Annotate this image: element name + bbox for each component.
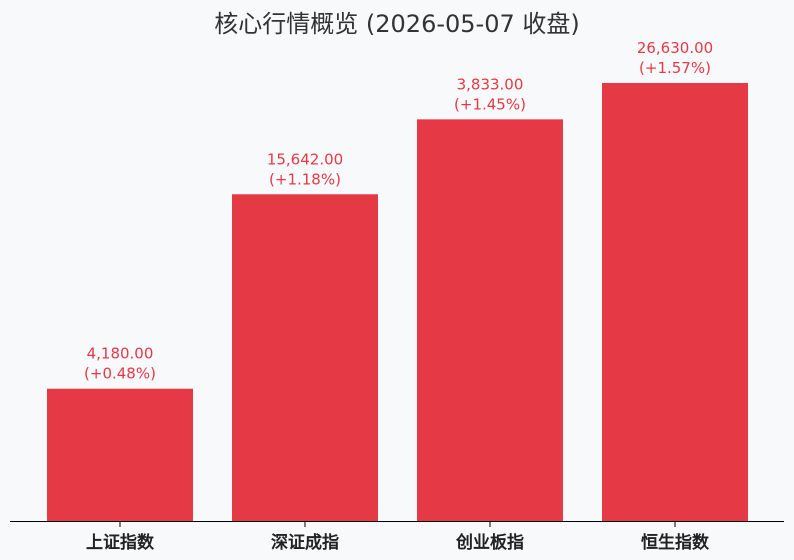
bar-value-label-4: 26,630.00 — [637, 39, 713, 57]
bar-3 — [417, 119, 563, 521]
chart-title: 核心行情概览 (2026-05-07 收盘) — [214, 10, 579, 38]
bar-4 — [602, 83, 748, 521]
bar-change-label-1: (+0.48%) — [84, 365, 156, 383]
bar-2 — [232, 194, 378, 521]
bar-1 — [47, 388, 193, 521]
x-ticks-group — [119, 522, 676, 527]
category-label-3: 创业板指 — [455, 532, 524, 553]
category-label-2: 深证成指 — [271, 532, 339, 553]
bar-change-label-2: (+1.18%) — [269, 170, 341, 188]
bar-value-label-2: 15,642.00 — [267, 150, 343, 168]
value-labels-group: 4,180.00 (+0.48%) 15,642.00 (+1.18%) 3,833.0… — [84, 39, 713, 383]
bar-value-label-3: 3,833.00 — [457, 75, 524, 93]
category-labels-group: 上证指数 深证成指 创业板指 恒生指数 — [86, 532, 710, 553]
bars-group — [47, 83, 748, 521]
bar-value-label-1: 4,180.00 — [87, 345, 154, 363]
bar-change-label-3: (+1.45%) — [454, 95, 526, 113]
category-label-4: 恒生指数 — [641, 532, 710, 553]
bar-change-label-4: (+1.57%) — [639, 59, 711, 77]
category-label-1: 上证指数 — [86, 532, 155, 553]
